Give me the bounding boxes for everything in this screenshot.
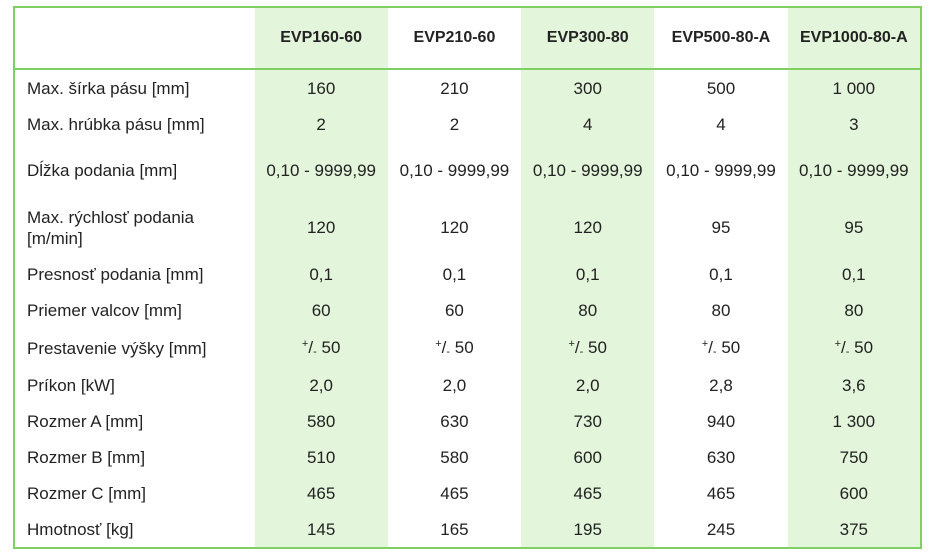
row-label: Dĺžka podania [mm] (27, 160, 178, 180)
row-label: Max. rýchlosť podania [m/min] (27, 207, 195, 248)
table-cell: 630 (706, 448, 736, 468)
table-cell: 210 (440, 78, 469, 98)
table-cell: 0,10 - 9999,99 (521, 142, 655, 199)
table-cell: 940 (706, 411, 736, 431)
table-cell: 730 (521, 403, 655, 440)
table-cell: 165 (440, 519, 469, 539)
table-cell: 2,0 (521, 367, 655, 404)
table-cell: 600 (521, 439, 655, 476)
table-row: Rozmer B [mm] 510 580 600 630 750 (14, 439, 921, 476)
table-cell: 195 (521, 511, 655, 548)
table-row: Rozmer A [mm] 580 630 730 940 1 300 (14, 403, 921, 440)
table-cell: 2 (254, 106, 388, 143)
table-cell: 60 (254, 292, 388, 330)
table-cell: 95 (711, 218, 731, 238)
header-corner (14, 7, 255, 70)
table-row: Hmotnosť [kg] 145 165 195 245 375 (14, 511, 921, 548)
table-cell: 3 (787, 106, 921, 143)
header-evp500-80-a: EVP500-80-A (654, 7, 788, 70)
table-cell: 60 (444, 301, 464, 321)
row-label: Rozmer C [mm] (27, 484, 146, 504)
table-cell: 80 (787, 292, 921, 330)
table-cell: 120 (521, 198, 655, 257)
height-adjust-cell: +/- 50 (787, 329, 921, 368)
table-cell: 0,10 - 9999,99 (666, 160, 776, 180)
table-cell: 500 (706, 78, 736, 98)
table-cell: 120 (254, 198, 388, 257)
row-label: Rozmer B [mm] (27, 448, 146, 468)
table-cell: 160 (254, 69, 388, 107)
table-cell: 120 (440, 218, 469, 238)
table-cell: 580 (440, 448, 469, 468)
table-cell: 465 (521, 475, 655, 512)
table-cell: 630 (440, 411, 469, 431)
table-cell: 4 (716, 114, 726, 134)
table-cell: 375 (787, 511, 921, 548)
row-label: Hmotnosť [kg] (27, 519, 134, 539)
row-label: Max. šírka pásu [mm] (27, 78, 190, 98)
table-cell: 1 300 (787, 403, 921, 440)
header-evp300-80: EVP300-80 (521, 7, 655, 70)
table-cell: 465 (254, 475, 388, 512)
table-cell: 0,1 (709, 265, 733, 285)
table-cell: 145 (254, 511, 388, 548)
table-cell: 465 (706, 484, 736, 504)
table-cell: 95 (787, 198, 921, 257)
spec-table: EVP160-60 EVP210-60 EVP300-80 EVP500-80-… (13, 6, 922, 549)
table-cell: 0,10 - 9999,99 (254, 142, 388, 199)
height-adjust-cell: +/- 50 (254, 329, 388, 368)
table-row: Prestavenie výšky [mm] +/- 50 +/- 50 +/-… (14, 329, 921, 368)
table-cell: 3,6 (787, 367, 921, 404)
table-row: Rozmer C [mm] 465 465 465 465 600 (14, 475, 921, 512)
table-cell: 245 (706, 519, 736, 539)
table-cell: 510 (254, 439, 388, 476)
table-cell: 0,1 (442, 265, 467, 285)
table-cell: 4 (521, 106, 655, 143)
table-cell: 0,10 - 9999,99 (787, 142, 921, 199)
table-cell: 1 000 (787, 69, 921, 107)
height-adjust-cell: +/- 50 (701, 337, 741, 358)
height-adjust-cell: +/- 50 (521, 329, 655, 368)
table-cell: 0,1 (254, 256, 388, 293)
header-evp210-60: EVP210-60 (387, 7, 522, 70)
table-row: Priemer valcov [mm] 60 60 80 80 80 (14, 292, 921, 330)
row-label: Príkon [kW] (27, 375, 115, 395)
header-evp1000-80-a: EVP1000-80-A (787, 7, 921, 70)
table-cell: 600 (787, 475, 921, 512)
table-cell: 2,0 (442, 375, 467, 395)
row-label: Priemer valcov [mm] (27, 301, 182, 321)
table-cell: 465 (440, 484, 469, 504)
table-cell: 0,10 - 9999,99 (399, 160, 510, 180)
table-cell: 300 (521, 69, 655, 107)
row-label: Rozmer A [mm] (27, 411, 144, 431)
row-label: Presnosť podania [mm] (27, 265, 204, 285)
table-cell: 0,1 (787, 256, 921, 293)
table-row: Max. hrúbka pásu [mm] 2 2 4 4 3 (14, 106, 921, 143)
table-cell: 2,8 (709, 375, 733, 395)
header-row: EVP160-60 EVP210-60 EVP300-80 EVP500-80-… (14, 7, 921, 70)
table-cell: 0,1 (521, 256, 655, 293)
height-adjust-cell: +/- 50 (435, 337, 474, 358)
table-cell: 2 (449, 114, 460, 134)
table-row: Presnosť podania [mm] 0,1 0,1 0,1 0,1 0,… (14, 256, 921, 293)
header-evp160-60: EVP160-60 (254, 7, 388, 70)
table-cell: 2,0 (254, 367, 388, 404)
row-label: Prestavenie výšky [mm] (27, 338, 207, 358)
row-label: Max. hrúbka pásu [mm] (27, 114, 205, 134)
table-row: Príkon [kW] 2,0 2,0 2,0 2,8 3,6 (14, 367, 921, 404)
table-cell: 750 (787, 439, 921, 476)
table-row: Dĺžka podania [mm] 0,10 - 9999,99 0,10 -… (14, 142, 921, 199)
table-row: Max. šírka pásu [mm] 160 210 300 500 1 0… (14, 69, 921, 107)
table-cell: 80 (711, 301, 731, 321)
table-row: Max. rýchlosť podania [m/min] 120 120 12… (14, 198, 921, 257)
table-cell: 80 (521, 292, 655, 330)
table-cell: 580 (254, 403, 388, 440)
